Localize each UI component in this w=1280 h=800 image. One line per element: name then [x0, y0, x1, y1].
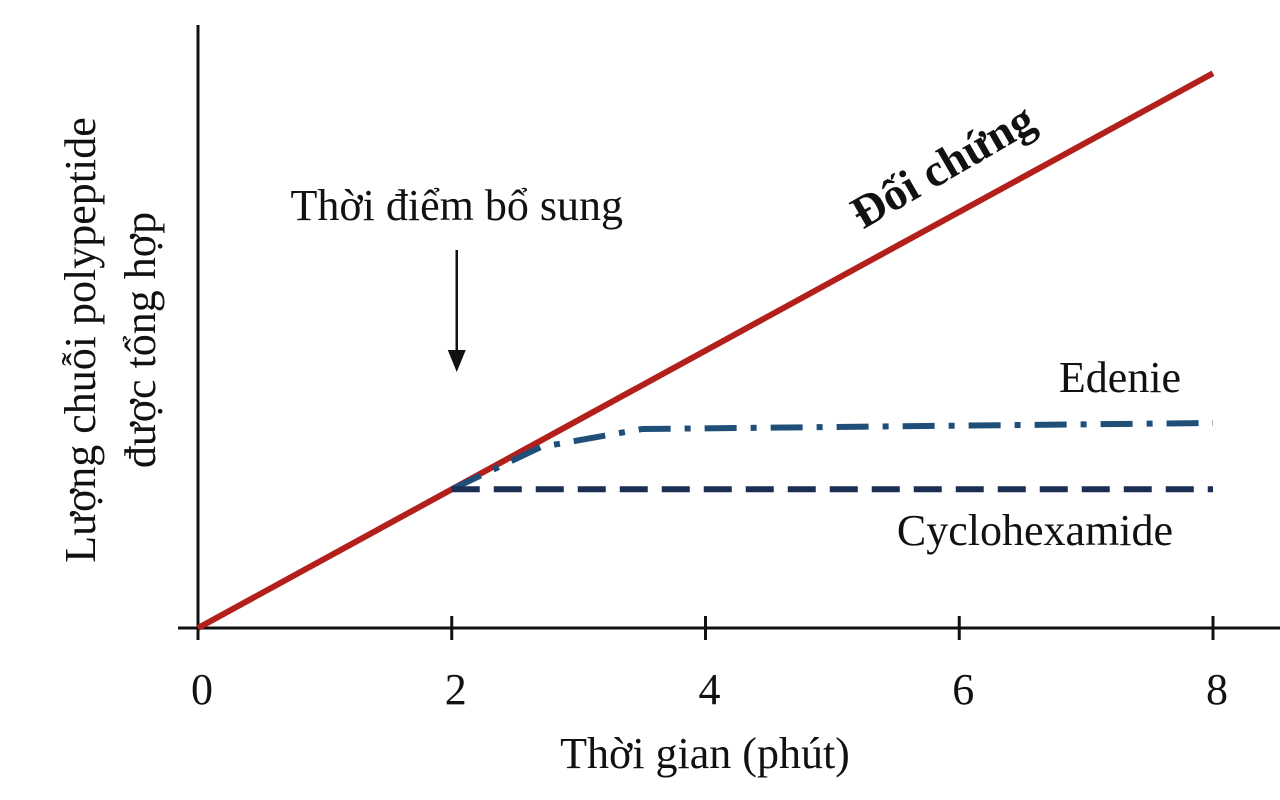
x-tick-label: 0: [191, 665, 213, 714]
x-tick-label: 2: [445, 665, 467, 714]
series-label: Cyclohexamide: [897, 506, 1173, 555]
x-tick-label: 6: [952, 665, 974, 714]
annotation-arrowhead: [447, 350, 466, 372]
series-label: Đối chứng: [842, 93, 1043, 239]
series-line: [196, 70, 1215, 631]
x-tick-label: 4: [699, 665, 721, 714]
series-line: [450, 419, 1214, 493]
x-tick-label: 8: [1206, 665, 1228, 714]
x-axis-label: Thời gian (phút): [560, 729, 850, 778]
y-axis-label: Lượng chuỗi polypeptide: [56, 117, 105, 562]
series-label: Edenie: [1059, 353, 1181, 402]
y-axis-label: được tổng hợp: [116, 212, 165, 468]
annotation-text: Thời điểm bổ sung: [291, 181, 623, 230]
